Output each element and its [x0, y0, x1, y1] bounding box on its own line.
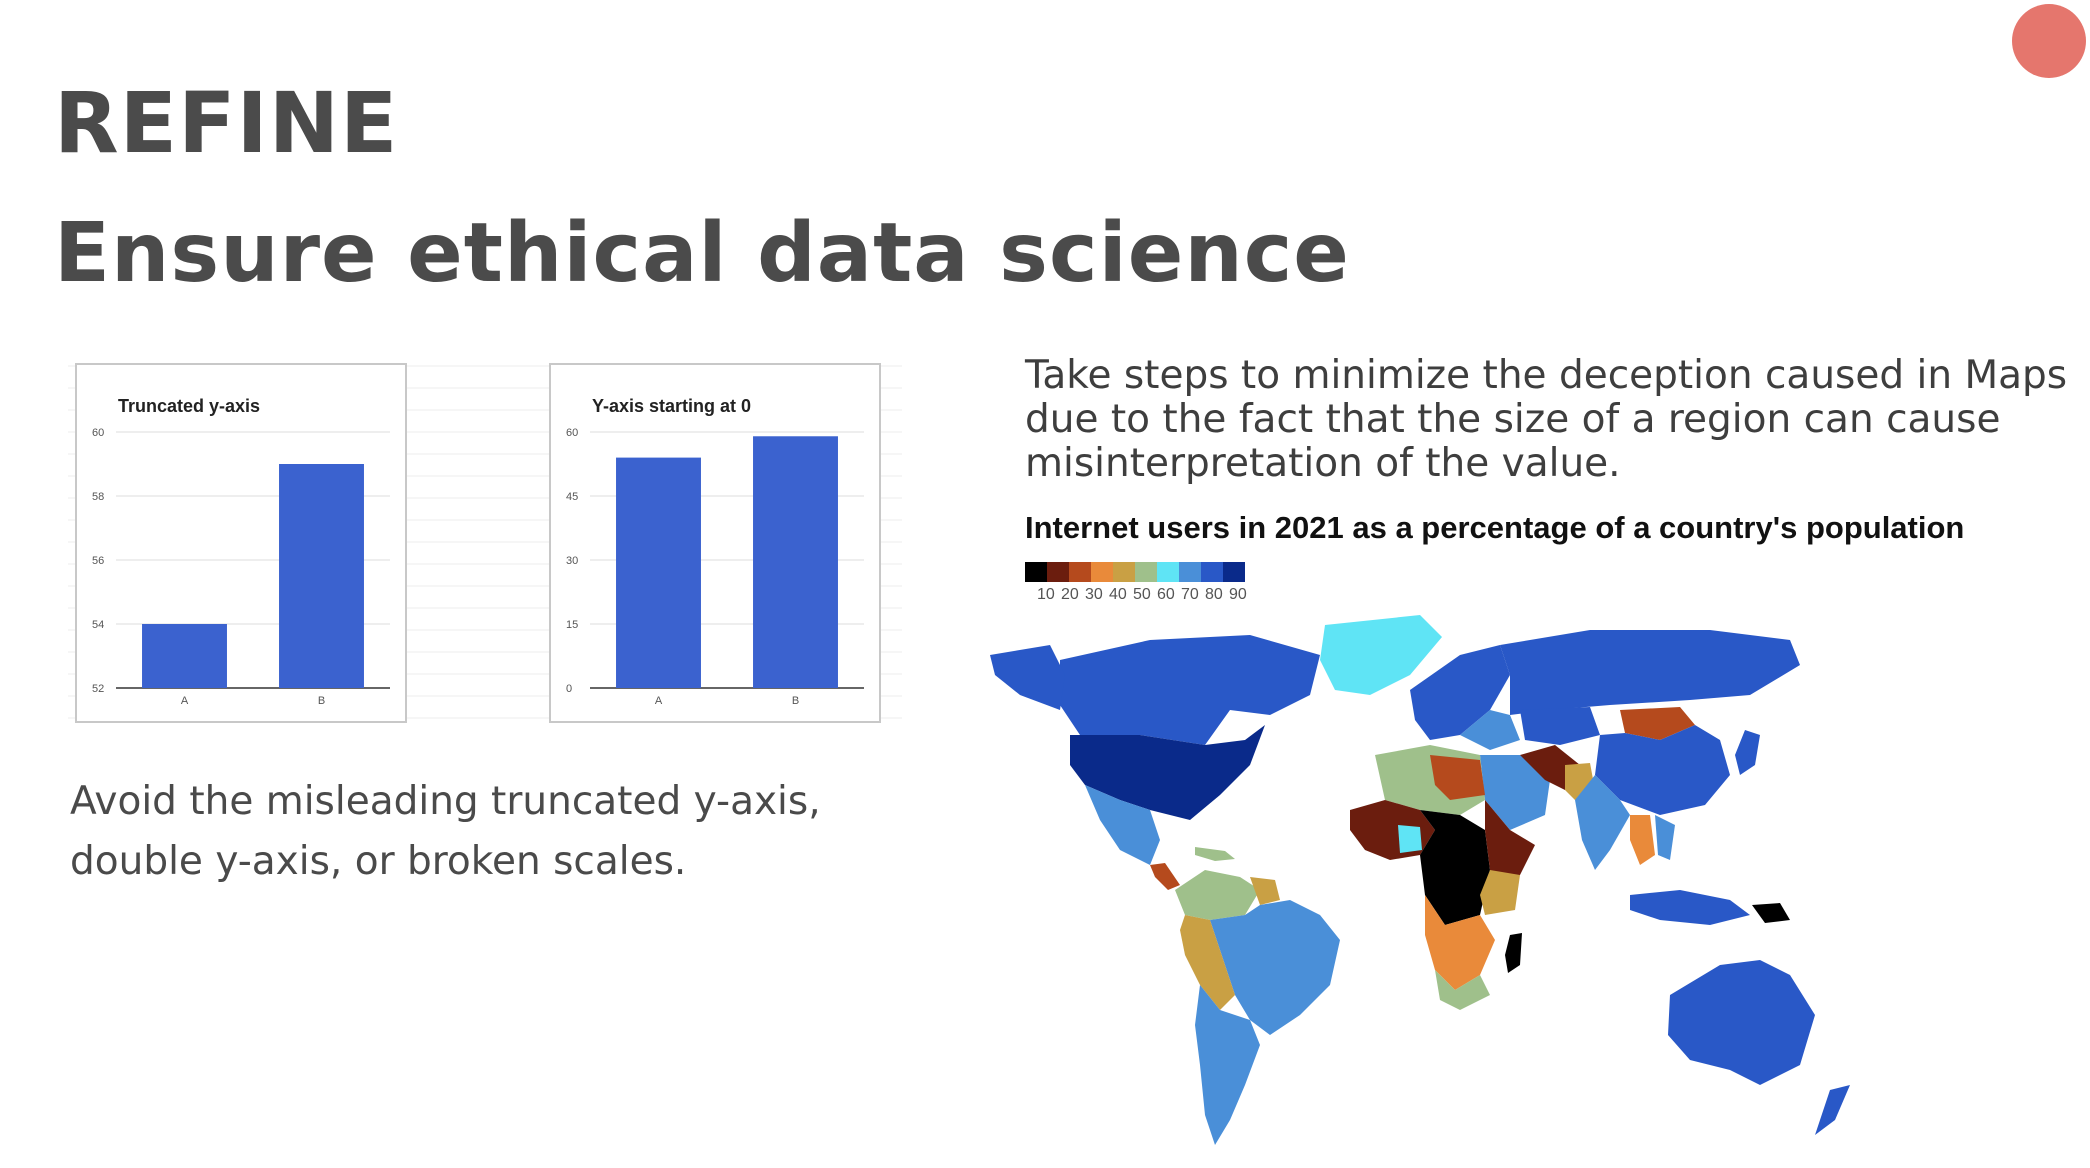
bar-chart-comparison: Truncated y-axis 52 54 56 58 60 A B Y-axis start… [68, 356, 902, 730]
map-region-guyana [1250, 877, 1280, 905]
accent-circle [2012, 4, 2086, 78]
legend-tick-label: 80 [1205, 586, 1223, 603]
map-region-australia [1668, 960, 1815, 1085]
map-region-caribbean [1195, 847, 1235, 861]
map-description: Take steps to minimize the deception cau… [1025, 353, 2068, 486]
x-tick-label: A [181, 695, 189, 707]
legend-tick-label: 10 [1037, 586, 1055, 603]
map-region-canada [1060, 635, 1320, 745]
legend-tick-label: 60 [1157, 586, 1175, 603]
slide-subtitle: Ensure ethical data science [54, 206, 1350, 301]
y-tick-label: 58 [92, 491, 104, 503]
map-region-kenya-tanzania [1480, 870, 1520, 915]
y-tick-label: 15 [566, 619, 578, 631]
legend-swatch [1069, 562, 1091, 582]
map-region-indonesia [1630, 890, 1750, 925]
map-title: Internet users in 2021 as a percentage o… [1025, 510, 1965, 545]
map-region-europe [1410, 645, 1510, 740]
map-region-russia [1500, 630, 1800, 715]
map-region-central-america [1150, 863, 1180, 890]
map-region-middle-east [1480, 755, 1550, 830]
bar-b [753, 436, 838, 688]
map-region-southern-africa [1425, 895, 1495, 990]
legend-tick-label: 90 [1229, 586, 1247, 603]
map-region-india [1575, 775, 1630, 870]
y-tick-label: 60 [566, 427, 578, 439]
y-tick-label: 45 [566, 491, 578, 503]
y-tick-label: 52 [92, 683, 104, 695]
map-legend: 10 20 30 40 50 60 70 80 90 [1025, 562, 1253, 604]
legend-swatch [1179, 562, 1201, 582]
y-tick-label: 56 [92, 555, 104, 567]
bar-a [616, 457, 701, 688]
map-region-eastern-europe [1460, 710, 1520, 750]
y-tick-label: 0 [566, 683, 572, 695]
x-tick-label: B [318, 695, 325, 707]
y-tick-label: 30 [566, 555, 578, 567]
slide-title: REFINE [54, 74, 399, 172]
y-tick-label: 54 [92, 619, 104, 631]
legend-tick-label: 20 [1061, 586, 1079, 603]
legend-tick-label: 50 [1133, 586, 1151, 603]
map-region-greenland [1320, 615, 1442, 695]
map-region-egypt-libya [1430, 755, 1485, 800]
legend-swatch [1091, 562, 1113, 582]
map-region-usa [1070, 725, 1265, 820]
map-region-madagascar [1505, 933, 1522, 973]
map-region-nigeria [1398, 825, 1422, 853]
x-tick-label: B [792, 695, 799, 707]
legend-swatch [1135, 562, 1157, 582]
map-region-east-africa [1485, 800, 1535, 885]
chart-title: Truncated y-axis [118, 396, 260, 416]
legend-swatch [1157, 562, 1179, 582]
map-region-alaska [990, 645, 1065, 710]
map-region-mexico [1085, 785, 1160, 865]
y-tick-label: 60 [92, 427, 104, 439]
legend-swatch [1201, 562, 1223, 582]
legend-swatch [1047, 562, 1069, 582]
legend-swatch [1113, 562, 1135, 582]
map-region-papua [1752, 903, 1790, 923]
map-region-china [1595, 725, 1730, 815]
map-region-peru-bolivia [1180, 915, 1235, 1010]
bar-b [279, 464, 364, 688]
map-region-south-africa [1435, 970, 1490, 1010]
map-region-colombia-venezuela [1175, 870, 1260, 920]
chart-title: Y-axis starting at 0 [592, 396, 751, 416]
map-region-myanmar-thailand [1630, 815, 1655, 865]
legend-tick-label: 30 [1085, 586, 1103, 603]
truncated-axis-caption: Avoid the misleading truncated y-axis, d… [70, 779, 821, 884]
charts-svg: Truncated y-axis 52 54 56 58 60 A B Y-axis start… [68, 363, 902, 723]
bar-a [142, 624, 227, 688]
legend-tick-label: 40 [1109, 586, 1127, 603]
map-region-mongolia [1620, 707, 1695, 740]
map-region-brazil [1210, 900, 1340, 1035]
map-region-new-zealand [1815, 1085, 1850, 1135]
map-region-kazakhstan [1520, 707, 1600, 745]
legend-tick-label: 70 [1181, 586, 1199, 603]
legend-swatch [1025, 562, 1047, 582]
map-region-japan [1735, 730, 1760, 775]
x-tick-label: A [655, 695, 663, 707]
world-choropleth-map [990, 615, 1850, 1145]
map-region-argentina-chile [1195, 985, 1260, 1145]
map-region-central-africa [1420, 810, 1490, 925]
map-region-vietnam [1655, 815, 1675, 860]
legend-swatches [1025, 562, 1253, 582]
legend-swatch [1223, 562, 1245, 582]
legend-ticks: 10 20 30 40 50 60 70 80 90 [1037, 586, 1253, 604]
